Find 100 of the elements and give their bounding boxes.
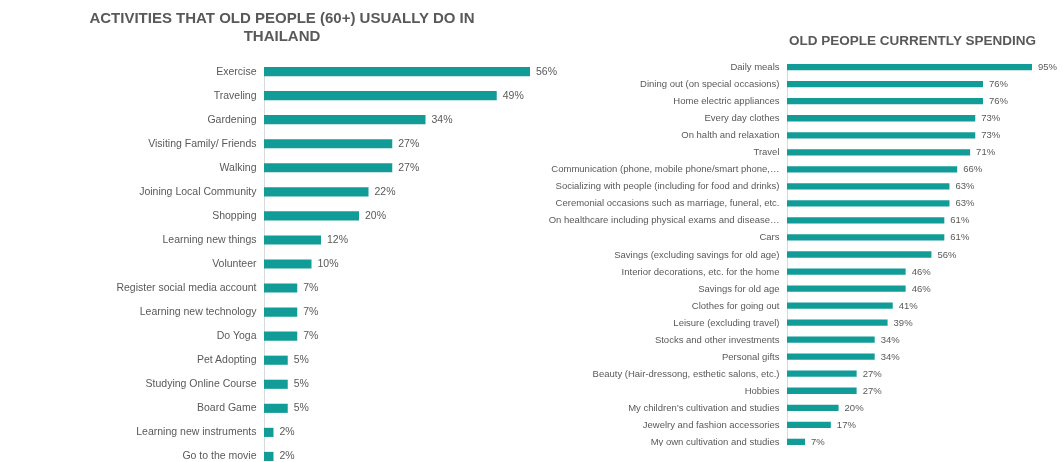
data-label: 95% (1038, 61, 1058, 73)
data-label: 73% (981, 129, 1001, 141)
bar (787, 404, 839, 411)
data-label: 20% (844, 401, 865, 413)
y-tick-label: Board Game (196, 401, 257, 414)
bar (787, 166, 958, 173)
data-label: 7% (303, 281, 319, 294)
bar (264, 451, 274, 461)
chart-title: ACTIVITIES THAT OLD PEOPLE (60+) USUALLY DO IN THAILAND (89, 9, 475, 45)
y-tick-label: Beauty (Hair-dressong, esthetic salons, etc.) (592, 367, 780, 379)
data-label: 46% (911, 265, 932, 277)
data-label: 12% (327, 232, 349, 245)
bar (787, 217, 945, 224)
data-label: 63% (955, 197, 976, 209)
chart-title: OLD PEOPLE CURRENTLY SPENDING (789, 33, 1036, 49)
data-label: 5% (293, 377, 309, 390)
data-label: 27% (862, 384, 883, 396)
bar (264, 283, 298, 293)
y-tick-label: Leisure (excluding travel) (673, 316, 780, 328)
bar (787, 353, 875, 360)
bar (787, 268, 906, 275)
bar (264, 355, 288, 365)
y-tick-label: On halth and relaxation (681, 129, 780, 141)
data-label: 10% (317, 257, 339, 269)
data-label: 41% (898, 299, 919, 311)
y-tick-label: Exercise (216, 64, 257, 77)
data-label: 46% (911, 282, 932, 294)
y-tick-label: Cars (759, 231, 780, 243)
y-tick-label: Learning new instruments (136, 425, 257, 438)
bar (264, 211, 359, 221)
y-tick-label: Socializing with people (including for food and drinks) (555, 180, 780, 192)
data-label: 76% (989, 78, 1009, 90)
y-tick-label: Do Yoga (216, 329, 257, 342)
data-label: 27% (398, 136, 420, 149)
y-tick-label: Travel (753, 146, 780, 158)
data-label: 5% (293, 401, 309, 414)
bar (264, 331, 298, 341)
y-tick-label: Learning new things (162, 232, 257, 245)
bar (787, 98, 983, 105)
y-tick-label: Interior decorations, etc. for the home (621, 265, 780, 277)
y-tick-label: Visiting Family/ Friends (148, 136, 257, 149)
y-tick-label: Stocks and other investments (654, 333, 780, 345)
bar (264, 379, 288, 389)
bar (787, 336, 875, 343)
y-tick-label: Savings (excluding savings for old age) (614, 248, 780, 260)
y-tick-label: Home electric appliances (673, 95, 780, 107)
bar (787, 81, 983, 88)
y-tick-label: Dining out (on special occasions) (640, 78, 780, 90)
data-label: 56% (937, 248, 957, 260)
y-tick-label: Communication (phone, mobile phone/smart phone,… (551, 163, 780, 175)
bar (787, 251, 932, 258)
y-tick-label: Register social media account (116, 281, 257, 294)
bar (264, 235, 321, 245)
data-label: 27% (398, 160, 420, 173)
bar (264, 307, 298, 317)
data-label: 61% (950, 231, 970, 243)
bar (787, 285, 906, 292)
bar (787, 302, 893, 309)
data-label: 17% (836, 418, 857, 430)
y-tick-label: Jewelry and fashion accessories (642, 418, 780, 430)
bar (264, 139, 393, 149)
y-tick-label: Volunteer (212, 257, 257, 269)
data-label: 73% (981, 112, 1001, 124)
y-tick-label: My children’s cultivation and studies (628, 401, 780, 413)
data-label: 2% (279, 425, 295, 438)
data-label: 34% (880, 333, 901, 345)
y-tick-label: Go to the movie (182, 449, 257, 462)
data-label: 63% (955, 180, 976, 192)
y-tick-label: My own cultivation and studies (650, 435, 780, 447)
y-tick-label: Ceremonial occasions such as marriage, funeral, etc. (555, 197, 780, 209)
data-label: 7% (303, 329, 319, 342)
data-label: 39% (893, 316, 914, 328)
y-tick-label: Savings for old age (698, 282, 780, 294)
bar (787, 319, 888, 326)
bar (264, 187, 369, 197)
data-label: 56% (536, 64, 558, 77)
data-label: 76% (989, 95, 1009, 107)
bar (787, 149, 971, 156)
bar (787, 234, 945, 241)
data-label: 49% (502, 88, 524, 101)
y-tick-label: Traveling (213, 88, 257, 101)
data-label: 22% (374, 184, 396, 197)
data-label: 2% (279, 449, 295, 462)
y-tick-label: Daily meals (730, 61, 780, 73)
data-label: 27% (862, 367, 883, 379)
data-label: 20% (365, 208, 387, 221)
data-label: 34% (431, 112, 453, 125)
data-label: 34% (880, 350, 901, 362)
y-tick-label: Joining Local Community (139, 184, 258, 197)
bar (264, 259, 312, 269)
data-label: 5% (293, 353, 309, 366)
bar (264, 115, 426, 125)
bar (787, 438, 806, 445)
y-tick-label: Studying Online Course (145, 377, 257, 390)
y-tick-label: Hobbies (744, 384, 780, 396)
y-tick-label: Clothes for going out (691, 299, 780, 311)
bar (787, 387, 857, 394)
bar (787, 64, 1032, 71)
bar (264, 163, 393, 173)
y-tick-label: Every day clothes (704, 112, 780, 124)
